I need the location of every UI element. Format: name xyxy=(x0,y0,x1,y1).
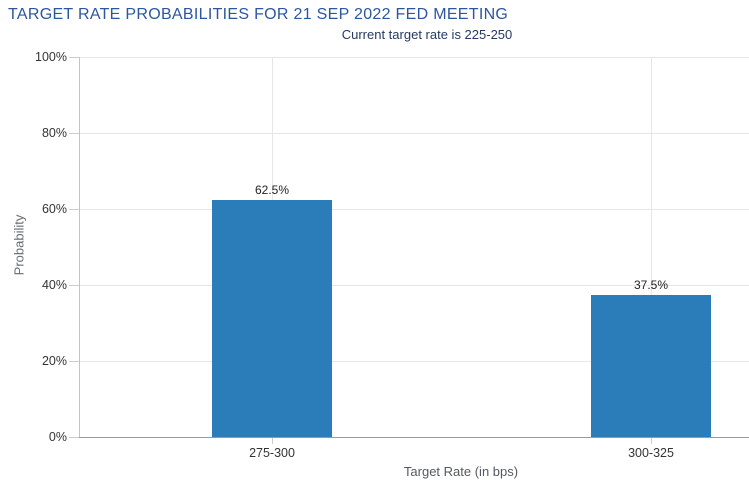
y-tick-mark xyxy=(69,57,79,58)
y-tick-label: 100% xyxy=(35,50,67,64)
probability-bar xyxy=(591,294,711,437)
bar-value-label: 37.5% xyxy=(633,277,669,292)
x-tick-mark xyxy=(651,438,652,444)
probability-bar xyxy=(212,199,332,437)
y-tick-label: 80% xyxy=(41,126,67,140)
y-tick-label: 0% xyxy=(48,430,67,444)
y-tick-mark xyxy=(69,133,79,134)
y-tick-mark xyxy=(69,361,79,362)
category-gridline xyxy=(651,57,652,437)
x-tick-mark xyxy=(272,438,273,444)
y-gridline xyxy=(79,57,749,58)
y-gridline xyxy=(79,361,749,362)
x-axis-title: Target Rate (in bps) xyxy=(403,464,519,479)
x-category-label: 300-325 xyxy=(628,446,674,460)
y-gridline xyxy=(79,285,749,286)
bar-value-label: 62.5% xyxy=(254,182,290,197)
chart-title: TARGET RATE PROBABILITIES FOR 21 SEP 202… xyxy=(8,6,509,23)
chart-subtitle: Current target rate is 225-250 xyxy=(341,27,513,42)
y-axis-line xyxy=(79,57,80,437)
y-tick-mark xyxy=(69,285,79,286)
y-tick-label: 20% xyxy=(41,354,67,368)
y-tick-mark xyxy=(69,209,79,210)
y-gridline xyxy=(79,133,749,134)
y-axis-title: Probability xyxy=(11,214,27,276)
x-category-label: 275-300 xyxy=(249,446,295,460)
y-tick-label: 60% xyxy=(41,202,67,216)
x-axis-line xyxy=(79,437,749,438)
y-tick-label: 40% xyxy=(41,278,67,292)
y-tick-mark xyxy=(69,437,79,438)
y-gridline xyxy=(79,209,749,210)
